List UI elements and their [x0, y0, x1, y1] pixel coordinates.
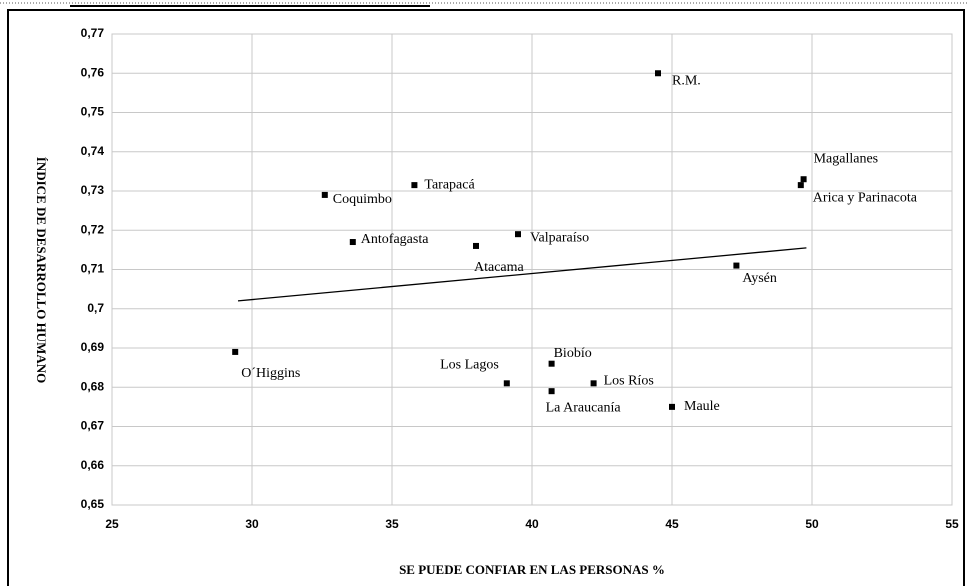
point-label: Los Lagos — [440, 358, 499, 373]
point-label: Magallanes — [814, 151, 879, 166]
point — [411, 182, 418, 189]
point — [548, 388, 555, 395]
x-tick-label: 40 — [525, 517, 539, 531]
point — [232, 348, 239, 355]
x-tick-label: 55 — [945, 517, 959, 531]
point — [797, 182, 804, 189]
y-tick-label: 0,67 — [81, 419, 105, 433]
point-label: Aysén — [742, 271, 777, 286]
y-axis-label: ÍNDICE DE DESARROLLO HUMANO — [34, 157, 49, 383]
y-tick-label: 0,72 — [81, 222, 105, 236]
point-label: Los Ríos — [604, 374, 654, 389]
point — [669, 403, 675, 410]
y-tick-label: 0,77 — [81, 26, 105, 40]
point — [473, 242, 479, 249]
y-tick-label: 0,68 — [81, 379, 105, 393]
y-tick-label: 0,66 — [81, 458, 105, 472]
y-tick-label: 0,7 — [87, 301, 104, 315]
point-label: Maule — [684, 399, 720, 414]
point-label: Atacama — [474, 260, 525, 275]
point-label: O´Higgins — [241, 366, 300, 381]
point — [515, 231, 521, 238]
y-tick-label: 0,71 — [81, 262, 105, 276]
point — [590, 380, 597, 387]
y-tick-label: 0,69 — [81, 340, 105, 354]
y-tick-label: 0,75 — [81, 105, 105, 119]
point-label: La Araucanía — [546, 400, 622, 415]
point — [800, 176, 807, 183]
x-tick-label: 50 — [805, 517, 819, 531]
y-tick-label: 0,76 — [81, 65, 105, 79]
x-tick-label: 25 — [105, 517, 119, 531]
point — [548, 360, 555, 367]
point-label: R.M. — [672, 73, 701, 88]
y-tick-label: 0,65 — [81, 497, 105, 511]
x-axis-label: SE PUEDE CONFIAR EN LAS PERSONAS % — [399, 562, 665, 577]
point-label: Arica y Parinacota — [813, 190, 918, 205]
point-label: Biobío — [554, 346, 592, 361]
chart-frame — [7, 9, 965, 586]
trendline — [237, 247, 807, 302]
point-label: Coquimbo — [333, 192, 392, 207]
point — [733, 262, 740, 269]
x-tick-label: 30 — [245, 517, 259, 531]
point — [349, 239, 356, 246]
point — [655, 70, 661, 77]
point-label: Tarapacá — [424, 177, 475, 192]
point-label: Antofagasta — [361, 232, 429, 247]
point — [503, 380, 510, 387]
point — [321, 191, 328, 198]
y-tick-label: 0,74 — [81, 144, 105, 158]
y-tick-label: 0,73 — [81, 183, 105, 197]
x-tick-label: 45 — [665, 517, 679, 531]
plot-border — [111, 33, 953, 506]
x-tick-label: 35 — [385, 517, 399, 531]
point-label: Valparaíso — [530, 230, 589, 245]
